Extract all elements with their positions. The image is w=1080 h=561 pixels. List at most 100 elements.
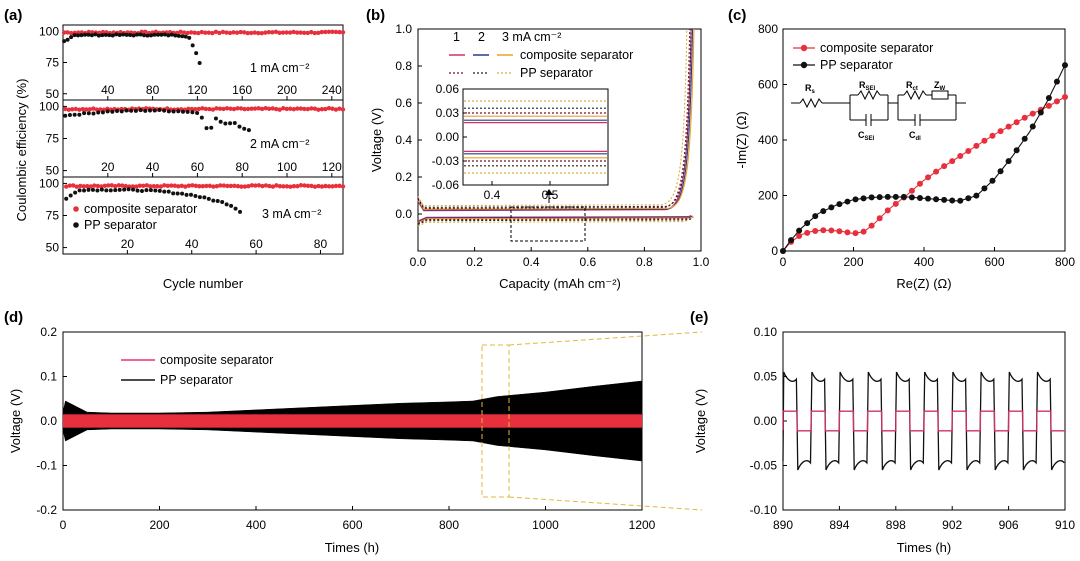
panel-e-xtick-label-1: 894 (829, 518, 849, 532)
panel-d-ytick-label-4: -0.2 (36, 503, 57, 517)
panel-a-ytick-label-0-1: 75 (46, 56, 60, 70)
circuit-warburg (931, 90, 949, 100)
panel-a-point-pp (195, 111, 200, 116)
panel-a-point-pp (176, 109, 181, 114)
panel-a-point-pp (190, 110, 195, 115)
panel-a-point-pp (144, 188, 149, 193)
circuit-label-rsei: R (859, 80, 866, 90)
panel-c-xtick-label-3: 600 (984, 255, 1004, 269)
panel-a-point-composite (213, 29, 219, 35)
panel-a-ylabel: Coulombic efficiency (%) (14, 79, 29, 222)
panel-a-point-composite (302, 183, 307, 188)
panel-a-point-composite (288, 106, 293, 111)
panel-c-point-1 (925, 195, 932, 202)
panel-e-series (782, 371, 1065, 471)
panel-c: (c) -Im(Z) (Ω) Re(Z) (Ω) 0 200 400 600 800 80… (728, 7, 1075, 291)
panel-a-point-composite (340, 30, 346, 35)
panel-a-point-composite (65, 30, 70, 35)
panel-a-point-pp (166, 189, 171, 194)
panel-a-point-pp (215, 198, 220, 203)
panel-a-xlabel: Cycle number (163, 276, 244, 291)
zoom-connector-top (508, 331, 703, 346)
panel-a-point-composite (287, 30, 293, 35)
panel-a-point-pp (138, 32, 143, 37)
panel-a-xtick-label-1-5: 120 (322, 160, 342, 174)
panel-a-point-composite (199, 29, 204, 35)
panel-a-point-composite (217, 106, 223, 111)
panel-a-point-composite (231, 106, 237, 112)
panel-b-ytick-label-5: 0.0 (395, 207, 412, 221)
panel-c-point-1 (957, 197, 964, 204)
panel-e-ytick-label-4: -0.10 (750, 503, 778, 517)
panel-a-point-composite (238, 29, 243, 35)
panel-c-point-0 (965, 147, 972, 154)
panel-a-point-pp (103, 32, 108, 37)
panel-b-inset-xtick-label-0: 0.4 (484, 188, 501, 202)
panel-a-point-composite (113, 183, 118, 189)
panel-a-point-composite (246, 183, 251, 189)
zoom-connector-bottom (508, 496, 703, 511)
panel-a-point-composite (232, 183, 237, 189)
legend-label-pp-d: PP separator (160, 373, 233, 387)
panel-a-point-composite (148, 184, 153, 189)
panel-a-point-composite (298, 30, 303, 35)
panel-c-point-1 (997, 168, 1004, 175)
panel-a-point-composite (120, 183, 125, 188)
panel-c-point-1 (933, 196, 940, 203)
circuit-label-cdl: C (909, 130, 916, 140)
panel-a-point-composite (207, 106, 212, 112)
panel-b-xlabel: Capacity (mAh cm⁻²) (499, 276, 621, 291)
panel-a-point-pp (86, 32, 91, 37)
panel-c-point-0 (989, 132, 996, 139)
panel-a-point-pp (183, 34, 188, 39)
panel-a-point-pp (169, 32, 174, 37)
panel-a-point-composite (61, 30, 67, 35)
panel-a-label: (a) (4, 7, 22, 24)
panel-a-point-pp (233, 206, 238, 211)
panel-a-point-composite (266, 106, 272, 111)
panel-a-point-pp (176, 33, 181, 38)
panel-a-point-composite (151, 184, 157, 189)
panel-e-xtick-label-3: 902 (942, 518, 962, 532)
panel-d-ytick-label-2: 0.0 (40, 414, 57, 428)
panel-b-label: (b) (366, 7, 385, 24)
svg-text:Cdl: Cdl (909, 130, 921, 142)
panel-a-point-composite (100, 29, 106, 35)
panel-a-point-composite (185, 30, 190, 36)
panel-a-point-pp (155, 32, 160, 37)
panel-a-point-composite (256, 106, 261, 111)
circuit-label-rct-sub: ct (913, 86, 918, 92)
panel-a-point-composite (235, 106, 240, 111)
panel-a-point-pp (152, 108, 157, 113)
legend-label-composite-b: composite separator (520, 48, 633, 62)
panel-a-point-pp (91, 111, 96, 116)
legend-marker-pp-c (800, 61, 808, 69)
panel-a-xtick-label-2-0: 20 (121, 237, 135, 251)
panel-c-point-0 (884, 207, 891, 214)
panel-a-point-composite (305, 30, 310, 36)
panel-a-point-composite (260, 183, 265, 189)
panel-a-point-pp (204, 126, 209, 131)
panel-d: (d) Voltage (V) Times (h) 0 200 400 600 800 1… (4, 309, 703, 555)
panel-b-curves (417, 28, 695, 227)
panel-c-point-1 (965, 195, 972, 202)
panel-a-point-composite (80, 107, 86, 112)
panel-a-point-composite (228, 106, 233, 111)
panel-b-inset-ytick-label-0: 0.06 (436, 82, 460, 96)
panel-a-point-pp (157, 108, 162, 113)
panel-e-ytick-label-1: 0.05 (754, 370, 778, 384)
circuit-label-rs-sub: s (812, 89, 816, 95)
panel-c-point-0 (852, 230, 859, 237)
panel-a-point-pp (107, 33, 112, 38)
panel-a-point-pp (139, 189, 144, 194)
panel-a-point-pp (65, 37, 70, 42)
panel-c-point-0 (892, 200, 899, 207)
panel-a-point-composite (99, 184, 104, 189)
panel-a-point-composite (295, 106, 300, 111)
svg-text:Rs: Rs (805, 83, 816, 95)
panel-a-point-composite (95, 183, 100, 189)
panel-a-point-composite (316, 30, 321, 36)
panel-a-point-composite (176, 184, 181, 189)
panel-a-point-composite (259, 30, 265, 36)
panel-c-point-0 (820, 227, 827, 234)
